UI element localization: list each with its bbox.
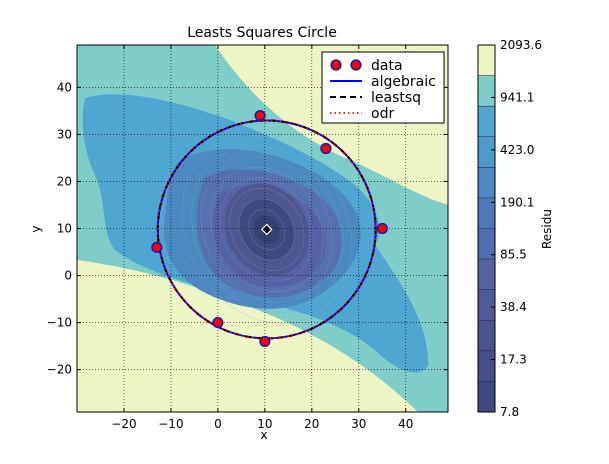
colorbar-tick-label: 38.4: [500, 300, 527, 314]
y-tick-label: 20: [57, 174, 72, 188]
contour-line: [210, 166, 324, 293]
colorbar-swatch: [478, 167, 495, 199]
contour-line: [219, 177, 314, 282]
colorbar-frame: [477, 44, 496, 413]
colorbar-swatch: [478, 259, 495, 291]
colorbar-tick-label: 190.1: [500, 195, 534, 209]
colorbar: 7.8 17.3 38.4 85.5 190.1 423.0 941.1 2093.6: [477, 38, 542, 419]
x-tick-label: 0: [214, 417, 222, 431]
colorbar-swatch: [478, 320, 495, 352]
y-tick-label: 30: [57, 127, 72, 141]
data-point: [254, 109, 266, 122]
colorbar-swatch: [478, 75, 495, 107]
x-tick-label: 40: [398, 417, 413, 431]
y-axis-label: y: [29, 225, 43, 232]
y-tick-label: 0: [64, 269, 72, 283]
x-tick-label: 20: [304, 417, 319, 431]
x-tick-label: 10: [257, 417, 272, 431]
chart-title: Leasts Squares Circle: [187, 25, 337, 41]
colorbar-label: Residu: [540, 209, 554, 249]
legend-box: [321, 51, 445, 124]
y-tick-label: 10: [57, 222, 72, 236]
x-axis-label: x: [260, 428, 267, 442]
legend-marker: [350, 59, 362, 71]
colorbar-tick-label: 17.3: [500, 353, 527, 367]
colorbar-swatch: [478, 289, 495, 321]
data-point: [259, 335, 271, 348]
contour-line: [191, 145, 343, 314]
data-points: [151, 109, 388, 348]
data-point: [151, 241, 163, 253]
colorbar-swatch: [478, 45, 495, 77]
odr-circle: [156, 119, 377, 340]
contour-line: [238, 198, 295, 261]
legend-label: leastsq: [371, 90, 421, 106]
circle-center-marker: [260, 223, 273, 236]
colorbar-tick-label: 941.1: [500, 90, 534, 104]
x-tick-label: 30: [351, 417, 366, 431]
colorbar-tick-label: 85.5: [500, 248, 527, 262]
y-tick-label: −20: [47, 363, 72, 377]
x-axis-ticks: −20 −10 0 10 20 30 40: [111, 45, 413, 431]
legend-label: data: [371, 58, 403, 74]
colorbar-swatch: [478, 381, 495, 413]
colorbar-swatch: [478, 136, 495, 168]
legend-label: algebraic: [371, 74, 436, 90]
legend-label: odr: [371, 106, 394, 122]
contour-line: [248, 209, 286, 250]
center-marker: [260, 223, 273, 236]
y-axis-ticks: −20 −10 0 10 20 30 40: [47, 80, 448, 377]
colorbar-swatch: [478, 350, 495, 382]
x-tick-label: −10: [158, 417, 183, 431]
colorbar-tick-label: 423.0: [500, 143, 534, 157]
y-tick-label: −10: [47, 316, 72, 330]
y-tick-label: 40: [57, 80, 72, 94]
data-point: [212, 317, 224, 329]
colorbar-swatch: [478, 197, 495, 229]
colorbar-tick-label: 2093.6: [500, 38, 542, 52]
x-tick-label: −20: [111, 417, 136, 431]
contour-line: [229, 187, 305, 271]
legend-marker: [330, 59, 342, 71]
colorbar-swatch: [478, 106, 495, 138]
data-point: [320, 142, 332, 155]
data-point: [376, 222, 388, 235]
colorbar-tick-label: 7.8: [500, 405, 519, 419]
colorbar-swatch: [478, 228, 495, 260]
contour-line: [200, 156, 333, 303]
